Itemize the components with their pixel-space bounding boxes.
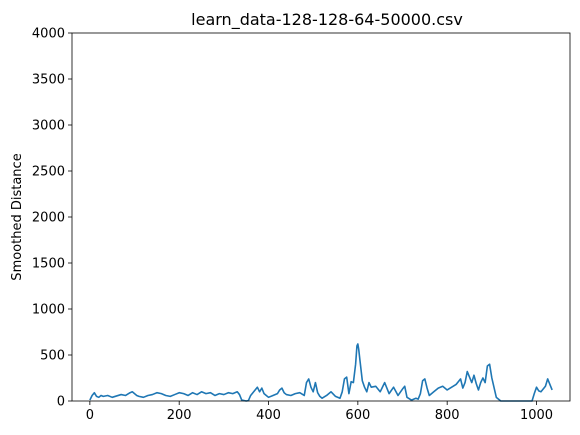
y-axis-label: Smoothed Distance [10,153,25,280]
y-tick-label: 2500 [32,165,65,180]
y-tick-label: 0 [57,395,65,410]
x-tick-label: 0 [86,408,94,423]
y-tick-label: 1000 [32,303,65,318]
x-tick-label: 200 [167,408,192,423]
plot-area: 0 200 400 600 800 1000 0 500 1000 1500 2000 2500 300… [32,27,571,423]
y-tick-label: 500 [40,349,65,364]
chart-title: learn_data-128-128-64-50000.csv [191,10,463,30]
x-tick-label: 1000 [520,408,553,423]
x-tick-label: 800 [435,408,460,423]
y-tick-label: 3000 [32,119,65,134]
x-tick-label: 400 [256,408,281,423]
x-tick-label: 600 [345,408,370,423]
series-line-0 [89,343,553,402]
y-tick-label: 3500 [32,73,65,88]
y-tick-label: 1500 [32,257,65,272]
y-tick-label: 4000 [32,27,65,42]
y-tick-label: 2000 [32,211,65,226]
